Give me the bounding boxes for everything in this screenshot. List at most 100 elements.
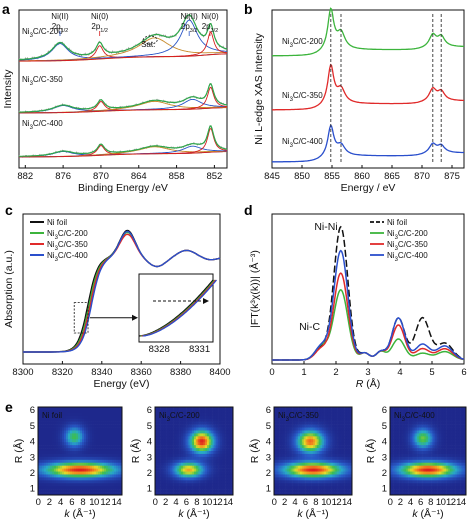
heatmap-cell (207, 477, 210, 481)
heatmap-cell (322, 483, 325, 487)
heatmap-cell (106, 462, 109, 466)
heatmap-cell (96, 462, 99, 466)
heatmap-cell (169, 433, 173, 437)
heatmap-cell (160, 407, 163, 411)
heatmap-cell (309, 436, 312, 440)
heatmap-cell (344, 415, 347, 420)
fit-envelope-line (18, 14, 228, 61)
heatmap-cell (164, 468, 167, 472)
heatmap-cell (320, 421, 323, 425)
heatmap-cell (220, 486, 223, 490)
heatmap-cell (90, 433, 93, 437)
x-tick-label: 8380 (170, 367, 191, 378)
heatmap-cell (58, 480, 61, 484)
heatmap-cell (340, 412, 344, 417)
heatmap-cell (320, 442, 323, 446)
heatmap-cell (446, 492, 449, 496)
heatmap-cell (314, 439, 318, 443)
heatmap-cell (433, 409, 436, 414)
heatmap-cell (437, 483, 440, 487)
heatmap-cell (72, 433, 75, 437)
heatmap-cell (279, 483, 282, 487)
heatmap-cell (203, 483, 206, 487)
heatmap-cell (231, 451, 234, 455)
heatmap-cell (40, 459, 43, 464)
heatmap-cell (292, 451, 295, 455)
heatmap-cell (415, 415, 418, 420)
heatmap-cell (274, 483, 277, 487)
heatmap-cell (78, 412, 81, 417)
heatmap-cell (54, 448, 57, 452)
heatmap-cell (169, 480, 173, 484)
heatmap-cell (433, 442, 436, 446)
heatmap-cell (404, 436, 407, 440)
heatmap-cell (96, 430, 99, 434)
heatmap-cell (433, 468, 436, 472)
heatmap-cell (393, 409, 396, 414)
heatmap-cell (313, 465, 316, 469)
heatmap-cell (322, 421, 325, 425)
heatmap-cell (322, 459, 325, 464)
heatmap-cell (294, 459, 297, 464)
heatmap-cell (406, 489, 409, 493)
heatmap-cell (438, 448, 441, 452)
heatmap-cell (335, 477, 338, 481)
heatmap-cell (162, 468, 165, 472)
heatmap-cell (98, 427, 101, 431)
heatmap-cell (54, 462, 57, 466)
heatmap-cell (110, 462, 113, 466)
heatmap-cell (283, 462, 286, 466)
heatmap-cell (118, 433, 121, 437)
heatmap-cell (350, 492, 353, 496)
heatmap-cell (184, 424, 187, 428)
heatmap-cell (408, 439, 411, 443)
heatmap-cell (324, 453, 327, 458)
heatmap-cell (446, 489, 449, 493)
heatmap-cell (220, 424, 223, 428)
heatmap-cell (274, 465, 277, 469)
heatmap-cell (168, 492, 171, 496)
heatmap-cell (283, 442, 286, 446)
heatmap-cell (50, 462, 53, 466)
heatmap-cell (399, 456, 402, 461)
heatmap-cell (422, 489, 425, 493)
heatmap-cell (205, 418, 208, 422)
heatmap-cell (197, 480, 200, 484)
heatmap-cell (56, 436, 59, 440)
heatmap-cell (294, 424, 297, 428)
heatmap-cell (348, 424, 351, 428)
heatmap-cell (114, 448, 117, 452)
heatmap-cell (399, 486, 402, 490)
heatmap-cell (84, 453, 87, 458)
heatmap-cell (60, 459, 63, 464)
heatmap-cell (92, 421, 95, 425)
heatmap-cell (391, 453, 394, 458)
heatmap-cell (223, 471, 226, 475)
heatmap-cell (192, 474, 195, 478)
heatmap-cell (331, 448, 334, 452)
heatmap-cell (80, 412, 83, 417)
heatmap-cell (314, 456, 318, 461)
heatmap-cell (194, 489, 197, 493)
heatmap-cell (88, 439, 91, 443)
heatmap-cell (344, 418, 347, 422)
heatmap-cell (294, 468, 297, 472)
heatmap-cell (214, 445, 217, 449)
heatmap-cell (418, 471, 422, 475)
heatmap-cell (171, 448, 174, 452)
heatmap-cell (346, 407, 349, 411)
heatmap-cell (164, 453, 167, 458)
heatmap-cell (169, 412, 173, 417)
heatmap-cell (116, 471, 119, 475)
heatmap-cell (324, 456, 327, 461)
heatmap-cell (190, 468, 193, 472)
heatmap-cell (397, 448, 400, 452)
heatmap-cell (417, 433, 420, 437)
heatmap-cell (54, 433, 57, 437)
heatmap-cell (214, 453, 217, 458)
heatmap-cell (214, 474, 217, 478)
heatmap-cell (428, 474, 431, 478)
heatmap-cell (296, 436, 299, 440)
x-tick-label: 1 (301, 367, 306, 378)
